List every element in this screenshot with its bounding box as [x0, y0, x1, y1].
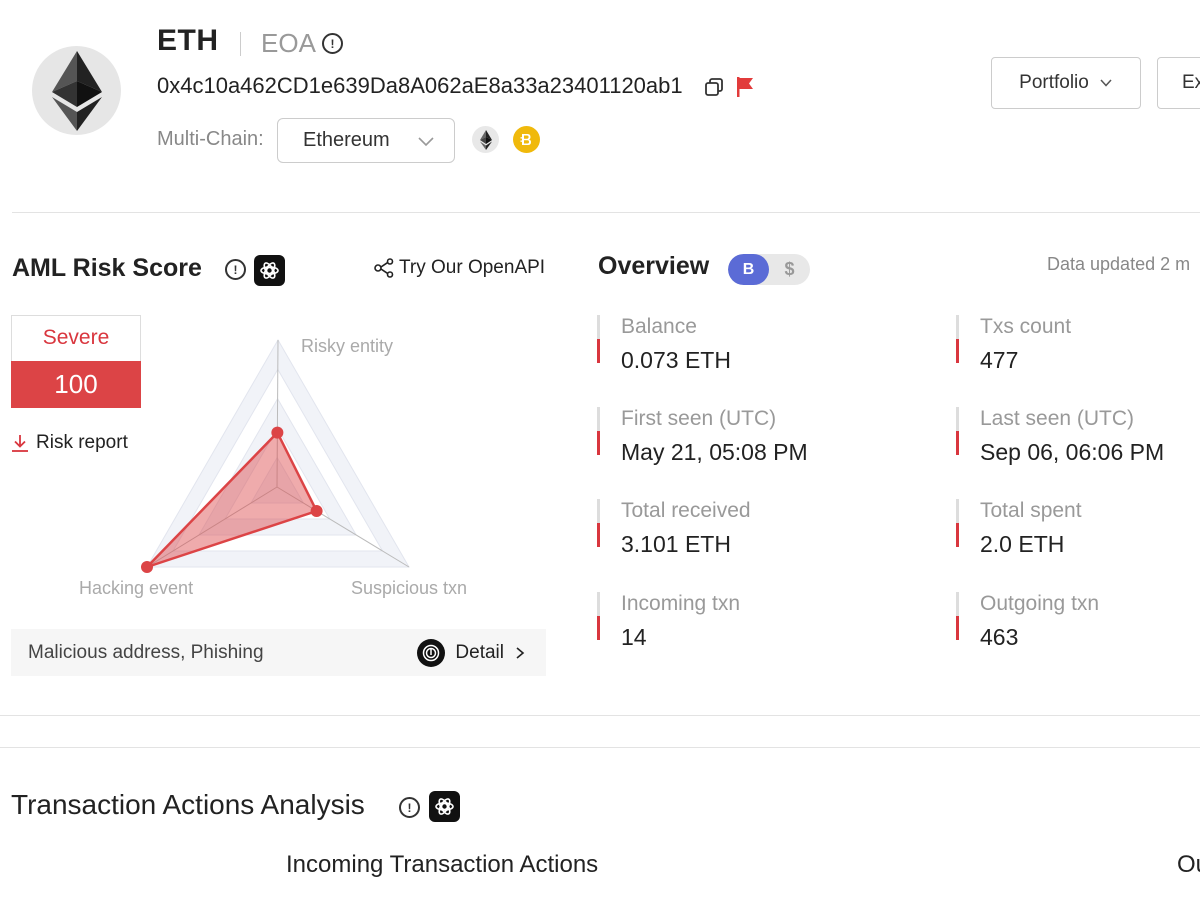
export-button[interactable]: Ex	[1157, 57, 1200, 109]
stat-txs-count: Txs count 477	[956, 315, 1071, 375]
chevron-right-icon	[516, 646, 525, 659]
stat-last-seen: Last seen (UTC) Sep 06, 06:06 PM	[956, 407, 1164, 467]
stat-value: 477	[980, 347, 1019, 373]
info-icon[interactable]: !	[322, 33, 343, 54]
stat-value: Sep 06, 06:06 PM	[980, 439, 1165, 465]
risk-level-badge: Severe 100	[11, 315, 141, 408]
stat-value: 0.073 ETH	[621, 347, 731, 373]
title-divider	[240, 32, 241, 56]
radar-axis-label: Suspicious txn	[351, 578, 468, 598]
stat-label: Outgoing txn	[980, 592, 1100, 615]
currency-toggle[interactable]: B $	[728, 254, 810, 285]
stat-value: 2.0 ETH	[980, 531, 1065, 557]
radar-data-point	[141, 561, 153, 573]
dollar-icon: $	[784, 259, 795, 279]
chain-select-value: Ethereum	[303, 129, 390, 151]
currency-toggle-coin[interactable]: B	[728, 254, 769, 285]
detail-label: Detail	[455, 641, 504, 663]
incoming-actions-title: Incoming Transaction Actions	[286, 851, 599, 878]
chevron-down-icon	[418, 137, 434, 147]
stat-label: Total spent	[980, 499, 1082, 522]
transaction-actions-title: Transaction Actions Analysis	[11, 789, 365, 820]
ai-assistant-icon[interactable]	[254, 255, 285, 286]
overview-title: Overview	[598, 252, 710, 280]
radar-data-area	[146, 430, 319, 569]
stat-value: May 21, 05:08 PM	[621, 439, 808, 465]
stat-label: Incoming txn	[621, 592, 741, 615]
chain-select[interactable]: Ethereum	[277, 118, 455, 163]
section-divider	[12, 212, 1200, 213]
token-name: ETH	[157, 24, 219, 57]
risk-report-label: Risk report	[36, 432, 128, 453]
chevron-down-icon	[1100, 79, 1112, 87]
radar-axis-line	[276, 339, 279, 488]
radar-axis-label: Hacking event	[79, 578, 194, 598]
openapi-label: Try Our OpenAPI	[399, 257, 546, 278]
ethereum-chain-icon[interactable]	[472, 126, 499, 153]
info-icon[interactable]: !	[225, 259, 246, 280]
bnb-chain-icon[interactable]	[513, 126, 540, 153]
risk-tags-bar: Malicious address, Phishing Detail	[11, 629, 546, 676]
stat-incoming-txn: Incoming txn 14	[597, 592, 740, 652]
wallet-address: 0x4c10a462CD1e639Da8A062aE8a33a23401120a…	[157, 73, 683, 98]
ethereum-logo-icon	[51, 50, 102, 131]
stat-value: 463	[980, 624, 1019, 650]
stat-label: Balance	[621, 315, 697, 338]
copy-icon[interactable]	[704, 77, 724, 102]
risk-score: 100	[11, 361, 141, 408]
section-divider	[0, 747, 1200, 748]
stat-outgoing-txn: Outgoing txn 463	[956, 592, 1099, 652]
stat-label: Txs count	[980, 315, 1072, 338]
radar-data-point	[271, 426, 284, 439]
bitcoin-icon: B	[742, 260, 755, 278]
detail-link[interactable]: Detail	[417, 638, 526, 667]
data-updated-text: Data updated 2 m	[1047, 254, 1191, 274]
outgoing-actions-title: Ou	[1177, 851, 1200, 878]
stat-label: First seen (UTC)	[621, 407, 777, 430]
portfolio-label: Portfolio	[1019, 72, 1089, 93]
download-icon	[12, 435, 28, 452]
portfolio-button[interactable]: Portfolio	[991, 57, 1141, 109]
stat-total-spent: Total spent 2.0 ETH	[956, 499, 1082, 559]
radar-axis-line	[146, 486, 278, 568]
info-icon[interactable]: !	[399, 797, 420, 818]
token-avatar	[32, 46, 121, 135]
flag-icon[interactable]	[735, 76, 755, 103]
ai-assistant-icon[interactable]	[429, 791, 460, 822]
radar-axis-line	[276, 486, 410, 568]
risk-radar-chart: Risky entity Hacking event Suspicious tx…	[60, 320, 540, 610]
openapi-link[interactable]: Try Our OpenAPI	[373, 257, 545, 279]
aml-risk-score-title: AML Risk Score	[12, 254, 202, 282]
radar-data-point	[310, 505, 323, 517]
stat-value: 14	[621, 624, 647, 650]
section-divider	[0, 715, 1200, 716]
stat-label: Last seen (UTC)	[980, 407, 1135, 430]
multichain-label: Multi-Chain:	[157, 128, 264, 150]
export-label: Ex	[1182, 72, 1200, 93]
currency-toggle-usd[interactable]: $	[769, 254, 810, 285]
account-type: EOA	[261, 28, 316, 58]
api-icon	[374, 258, 394, 278]
stat-value: 3.101 ETH	[621, 531, 731, 557]
stat-total-received: Total received 3.101 ETH	[597, 499, 751, 559]
risk-level: Severe	[42, 326, 110, 349]
radar-axis-label: Risky entity	[301, 336, 394, 356]
risk-tags: Malicious address, Phishing	[28, 641, 264, 663]
risk-report-link[interactable]: Risk report	[10, 432, 128, 454]
stat-first-seen: First seen (UTC) May 21, 05:08 PM	[597, 407, 808, 467]
stat-label: Total received	[621, 499, 751, 522]
detail-logo-icon	[417, 638, 446, 667]
stat-balance: Balance 0.073 ETH	[597, 315, 731, 375]
